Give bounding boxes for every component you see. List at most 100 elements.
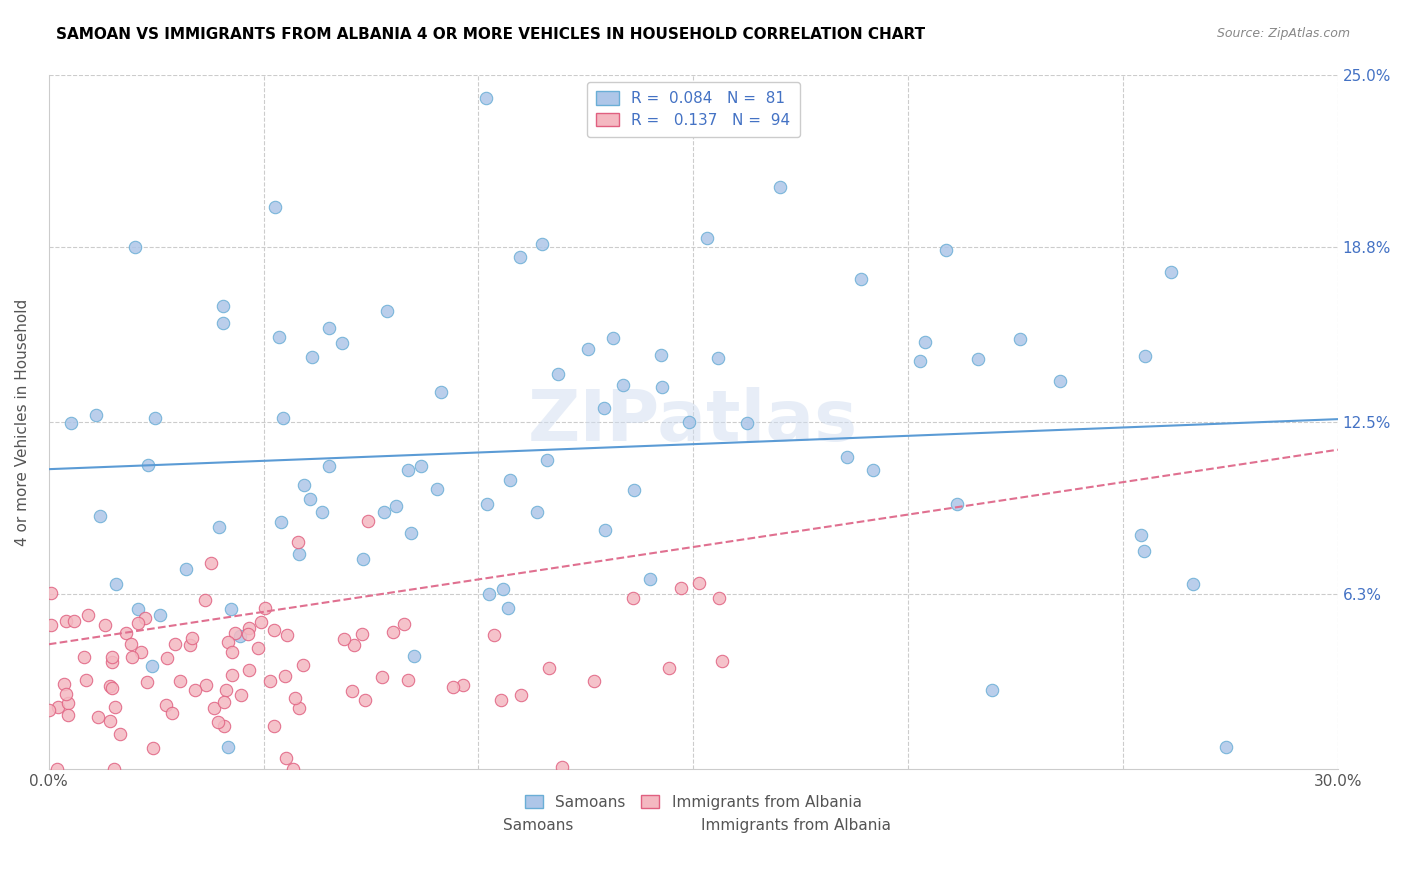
Point (621, 591, 644, 605)
Point (291, 657, 314, 672)
Point (292, 477, 315, 491)
Point (162, 706, 184, 720)
Point (141, 659, 163, 673)
Point (221, 645, 243, 659)
Point (59, 416, 82, 430)
Point (101, 681, 124, 695)
Point (236, 626, 259, 640)
Point (238, 621, 260, 635)
Point (207, 715, 229, 730)
Point (496, 600, 519, 615)
Point (194, 678, 217, 692)
Point (63, 614, 86, 628)
Point (330, 336, 353, 351)
Point (382, 625, 405, 640)
Point (688, 576, 710, 591)
Point (169, 673, 191, 688)
Point (86, 408, 108, 422)
Point (211, 316, 233, 330)
Point (155, 698, 177, 713)
Point (595, 523, 617, 537)
Point (104, 577, 127, 591)
Point (212, 695, 235, 709)
Point (711, 654, 734, 668)
Point (1160, 265, 1182, 279)
Point (583, 674, 606, 689)
Point (735, 416, 758, 430)
Point (623, 483, 645, 497)
Point (318, 458, 340, 473)
Point (371, 670, 394, 684)
Point (396, 673, 419, 687)
Point (352, 552, 374, 566)
Point (156, 650, 179, 665)
Text: SAMOAN VS IMMIGRANTS FROM ALBANIA 4 OR MORE VEHICLES IN HOUSEHOLD CORRELATION CH: SAMOAN VS IMMIGRANTS FROM ALBANIA 4 OR M… (56, 27, 925, 42)
Point (55, 687, 77, 701)
Point (129, 645, 152, 659)
Point (52, 677, 75, 691)
Point (39, 617, 62, 632)
Point (276, 627, 298, 641)
Point (181, 632, 204, 646)
Point (453, 678, 475, 692)
Point (39, 586, 62, 600)
Point (202, 700, 225, 714)
Point (267, 330, 290, 344)
Point (238, 663, 260, 677)
Point (46, 762, 69, 776)
Point (696, 230, 718, 244)
Point (1215, 739, 1237, 754)
Point (342, 683, 364, 698)
Point (373, 505, 395, 519)
Point (638, 572, 661, 586)
Point (142, 741, 165, 756)
Point (264, 200, 287, 214)
Point (134, 611, 156, 625)
Text: ZIPatlas: ZIPatlas (529, 387, 858, 457)
Point (404, 649, 426, 664)
Point (769, 179, 792, 194)
Point (333, 632, 356, 646)
Point (612, 378, 634, 392)
Point (100, 655, 122, 669)
Point (980, 682, 1002, 697)
Point (247, 640, 270, 655)
Point (526, 505, 548, 519)
Point (176, 562, 198, 576)
Point (509, 250, 531, 264)
Point (165, 637, 187, 651)
Point (499, 473, 522, 487)
Point (354, 693, 377, 707)
Point (221, 668, 243, 682)
Point (288, 701, 311, 715)
Point (288, 547, 311, 561)
Point (259, 674, 281, 689)
Point (862, 463, 884, 477)
Point (120, 637, 142, 651)
Point (441, 680, 464, 694)
Point (967, 351, 990, 366)
Point (602, 331, 624, 345)
Point (1049, 375, 1071, 389)
Point (135, 675, 157, 690)
Point (263, 719, 285, 733)
Point (484, 628, 506, 642)
Point (149, 608, 172, 623)
Point (491, 693, 513, 707)
Point (254, 601, 277, 615)
Point (537, 660, 560, 674)
Point (283, 762, 305, 776)
Point (287, 535, 309, 549)
Point (914, 335, 936, 350)
Point (849, 272, 872, 286)
Point (396, 462, 419, 476)
Y-axis label: 4 or more Vehicles in Household: 4 or more Vehicles in Household (15, 298, 30, 546)
Point (650, 348, 672, 362)
Point (75, 673, 97, 688)
Point (318, 320, 340, 334)
Point (98, 679, 121, 693)
Point (678, 415, 700, 429)
Point (651, 379, 673, 393)
Point (73, 650, 96, 665)
Point (108, 726, 131, 740)
